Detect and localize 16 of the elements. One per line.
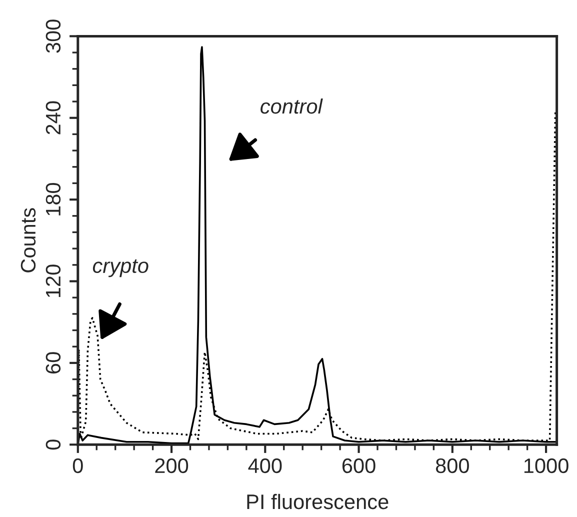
- y-tick-label: 300: [46, 20, 61, 53]
- y-tick-label: 240: [46, 101, 61, 134]
- annotation: control: [260, 98, 323, 114]
- y-tick-label: 60: [46, 352, 61, 374]
- x-axis-title: PI fluorescence: [247, 494, 388, 510]
- annotation: crypto: [92, 259, 148, 278]
- x-tick-label: 400: [248, 458, 282, 474]
- y-axis-title: Counts: [20, 208, 36, 272]
- x-tick-label: 800: [436, 458, 469, 474]
- x-tick-label: 0: [72, 458, 83, 474]
- x-tick-label: 600: [342, 458, 376, 474]
- y-tick-label: 180: [46, 182, 61, 216]
- x-tick-label: 200: [155, 458, 188, 474]
- y-tick-label: 120: [46, 264, 61, 298]
- y-tick-label: 0: [46, 440, 61, 450]
- x-tick-label: 1000: [524, 458, 568, 474]
